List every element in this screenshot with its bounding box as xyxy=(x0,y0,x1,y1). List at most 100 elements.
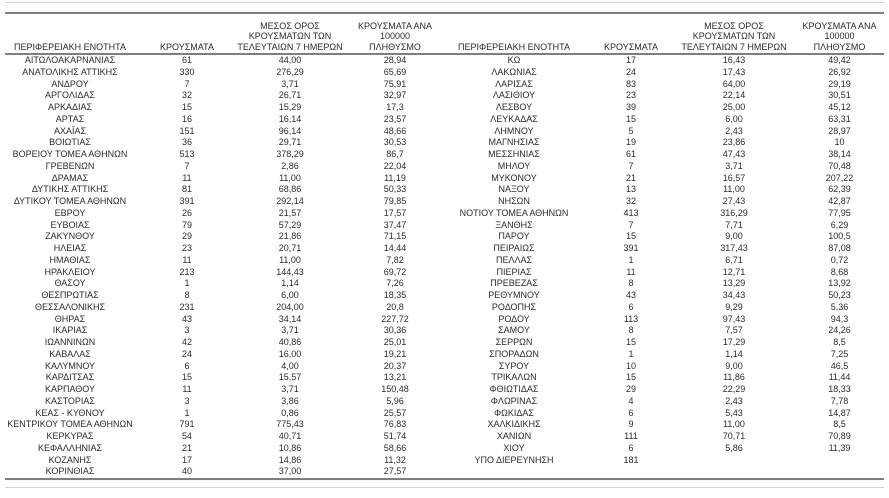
avg-7day-cell: 17,29 xyxy=(722,337,746,347)
region-cell: ΚΕΦΑΛΛΗΝΙΑΣ xyxy=(37,442,103,453)
avg-7day-cell: 11,00 xyxy=(279,254,301,265)
avg-7day-cell: 97,43 xyxy=(722,313,746,324)
table-row: ΚΕΦΑΛΛΗΝΙΑΣ 21 10,86 58,66 ΧΙΟΥ 6 5,86 11,39 xyxy=(0,443,889,455)
avg-7day-cell: 6,00 xyxy=(725,113,743,124)
avg-7day-cell: 378,29 xyxy=(276,149,304,159)
avg-7day-cell: 57,29 xyxy=(278,219,302,230)
region-cell: ΖΑΚΥΝΘΟΥ xyxy=(45,231,95,242)
table-row: ΘΑΣΟΥ 1 1,14 7,26 ΠΡΕΒΕΖΑΣ 8 13,29 13,92 xyxy=(0,278,889,290)
cases-cell: 15 xyxy=(181,102,192,112)
cases-cell: 19 xyxy=(625,137,636,148)
table-row: ΑΡΓΟΛΙΔΑΣ 32 26,71 32,97 ΛΑΣΙΘΙΟΥ 23 22,14 30,5… xyxy=(0,90,889,102)
region-cell: ΑΝΔΡΟΥ xyxy=(51,78,89,89)
per-100k-cell: 49,42 xyxy=(828,55,851,65)
per-100k-cell: 63,31 xyxy=(828,113,851,124)
per-100k-cell: 8,5 xyxy=(833,337,846,347)
per-100k-cell: 17,3 xyxy=(386,102,404,112)
cases-cell: 8 xyxy=(184,290,190,300)
table-row: ΗΛΕΙΑΣ 23 20,71 14,44 ΠΕΙΡΑΙΩΣ 391 317,43 87,08 xyxy=(0,243,889,255)
cases-cell: 181 xyxy=(623,454,639,465)
avg-7day-cell: 317,43 xyxy=(720,243,748,253)
table-row: ΒΟΡΕΙΟΥ ΤΟΜΕΑ ΑΘΗΝΩΝ 513 378,29 86,7 ΜΕΣΣΗΝΙ… xyxy=(0,149,889,161)
table-row: ΚΕΡΚΥΡΑΣ 54 40,71 51,74 ΧΑΝΙΩΝ 111 70,71 70,89 xyxy=(0,431,889,443)
table-row: ΕΒΡΟΥ 26 21,57 17,57 ΝΟΤΙΟΥ ΤΟΜΕΑ ΑΘΗΝΩΝ 413 3… xyxy=(0,208,889,220)
avg-7day-cell: 2,43 xyxy=(725,395,743,406)
cases-cell: 24 xyxy=(181,348,192,359)
table-row: ΘΕΣΣΑΛΟΝΙΚΗΣ 231 204,00 20,8 ΡΟΔΟΠΗΣ 6 9,29 5,3… xyxy=(0,302,889,314)
avg-7day-cell: 96,14 xyxy=(278,125,302,136)
region-cell: ΜΕΣΣΗΝΙΑΣ xyxy=(488,149,540,159)
table-row: ΚΟΖΑΝΗΣ 17 14,86 11,32 ΥΠΟ ΔΙΕΡΕΥΝΗΣΗ 181 xyxy=(0,455,889,467)
avg-7day-cell xyxy=(678,466,790,478)
table-row: ΓΡΕΒΕΝΩΝ 7 2,86 22,04 ΜΗΛΟΥ 7 3,71 70,48 xyxy=(0,161,889,173)
table-row: ΑΝΑΤΟΛΙΚΗΣ ΑΤΤΙΚΗΣ 330 276,29 65,69 ΛΑΚΩΝΙΑΣ… xyxy=(0,67,889,79)
avg-7day-cell xyxy=(678,455,790,467)
per-100k-cell: 32,97 xyxy=(383,90,407,101)
region-cell: ΚΕΡΚΥΡΑΣ xyxy=(46,431,94,441)
region-cell: ΔΥΤΙΚΗΣ ΑΤΤΙΚΗΣ xyxy=(31,184,109,195)
cases-cell: 213 xyxy=(179,266,195,277)
table-row: ΚΕΝΤΡΙΚΟΥ ΤΟΜΕΑ ΑΘΗΝΩΝ 791 775,43 76,83 ΧΑΛΚ… xyxy=(0,419,889,431)
per-100k-cell: 87,08 xyxy=(828,243,851,253)
header-cases: ΚΡΟΥΣΜΑΤΑ xyxy=(604,41,658,52)
avg-7day-cell: 23,86 xyxy=(722,137,746,148)
region-cell: ΜΗΛΟΥ xyxy=(497,160,531,171)
region-cell: ΙΚΑΡΙΑΣ xyxy=(52,325,88,336)
per-100k-cell: 76,83 xyxy=(383,419,407,430)
avg-7day-cell: 22,29 xyxy=(722,384,746,394)
table-row: ΘΗΡΑΣ 43 34,14 227,72 ΡΟΔΟΥ 113 97,43 94,3 xyxy=(0,314,889,326)
per-100k-cell: 18,35 xyxy=(383,290,407,300)
cases-cell: 13 xyxy=(625,184,636,195)
table-row: ΑΙΤΩΛΟΑΚΑΡΝΑΝΙΑΣ 61 44,00 28,94 ΚΩ 17 16,43 49,… xyxy=(0,55,889,67)
region-cell: ΑΡΓΟΛΙΔΑΣ xyxy=(45,90,95,101)
per-100k-cell: 6,29 xyxy=(830,219,849,230)
cases-cell: 42 xyxy=(181,337,192,347)
avg-7day-cell: 2,86 xyxy=(281,160,299,171)
avg-7day-cell: 16,43 xyxy=(722,55,746,65)
cases-cell: 513 xyxy=(179,149,195,159)
cases-cell: 1 xyxy=(628,254,634,265)
cases-cell: 3 xyxy=(184,325,190,336)
cases-cell: 7 xyxy=(628,219,634,230)
per-100k-cell: 65,69 xyxy=(383,66,407,77)
cases-cell: 3 xyxy=(184,395,190,406)
cases-cell: 24 xyxy=(625,66,636,77)
cases-cell: 111 xyxy=(624,431,638,441)
cases-cell: 21 xyxy=(181,442,192,453)
region-cell: ΥΠΟ ΔΙΕΡΕΥΝΗΣΗ xyxy=(474,454,554,465)
per-100k-cell: 70,89 xyxy=(828,431,851,441)
region-cell: ΦΩΚΙΔΑΣ xyxy=(494,407,534,418)
region-cell: ΜΑΓΝΗΣΙΑΣ xyxy=(488,137,540,148)
cases-cell: 15 xyxy=(181,372,192,383)
region-cell: ΗΜΑΘΙΑΣ xyxy=(49,254,91,265)
avg-7day-cell: 9,00 xyxy=(725,360,743,371)
avg-7day-cell: 64,00 xyxy=(722,78,746,89)
cases-cell: 21 xyxy=(625,172,636,183)
per-100k-cell xyxy=(790,466,889,478)
cases-cell: 7 xyxy=(184,78,190,89)
cases-cell: 17 xyxy=(625,55,636,65)
per-100k-cell xyxy=(790,455,889,467)
region-cell: ΘΕΣΠΡΩΤΙΑΣ xyxy=(41,290,99,300)
avg-7day-cell: 3,71 xyxy=(281,78,299,89)
avg-7day-cell: 40,71 xyxy=(278,431,302,441)
per-100k-cell: 62,39 xyxy=(828,184,851,195)
table-row: ΚΑΒΑΛΑΣ 24 16,00 19,21 ΣΠΟΡΑΔΩΝ 1 1,14 7,25 xyxy=(0,349,889,361)
per-100k-cell: 24,26 xyxy=(828,325,851,336)
header-avg-7day: ΜΕΣΟΣ ΟΡΟΣ ΚΡΟΥΣΜΑΤΩΝ ΤΩΝ ΤΕΛΕΥΤΑΙΩΝ 7 Η… xyxy=(681,20,787,52)
per-100k-cell: 28,94 xyxy=(383,55,407,65)
cases-cell: 54 xyxy=(181,431,192,441)
avg-7day-cell: 10,86 xyxy=(278,442,302,453)
region-cell: ΧΑΛΚΙΔΙΚΗΣ xyxy=(487,419,541,430)
per-100k-cell: 70,48 xyxy=(828,160,851,171)
avg-7day-cell: 2,43 xyxy=(725,125,743,136)
header-region-unit: ΠΕΡΙΦΕΡΕΙΑΚΗ ΕΝΟΤΗΤΑ xyxy=(457,41,571,52)
per-100k-cell: 5,36 xyxy=(830,301,849,312)
cases-cell: 9 xyxy=(628,419,634,430)
avg-7day-cell: 34,14 xyxy=(278,313,302,324)
region-cell: ΔΥΤΙΚΟΥ ΤΟΜΕΑ ΑΘΗΝΩΝ xyxy=(13,196,127,206)
region-cell: ΛΑΚΩΝΙΑΣ xyxy=(491,66,537,77)
per-100k-cell: 20,8 xyxy=(386,301,404,312)
per-100k-cell: 13,92 xyxy=(828,278,851,289)
region-cell: ΠΙΕΡΙΑΣ xyxy=(496,266,532,277)
